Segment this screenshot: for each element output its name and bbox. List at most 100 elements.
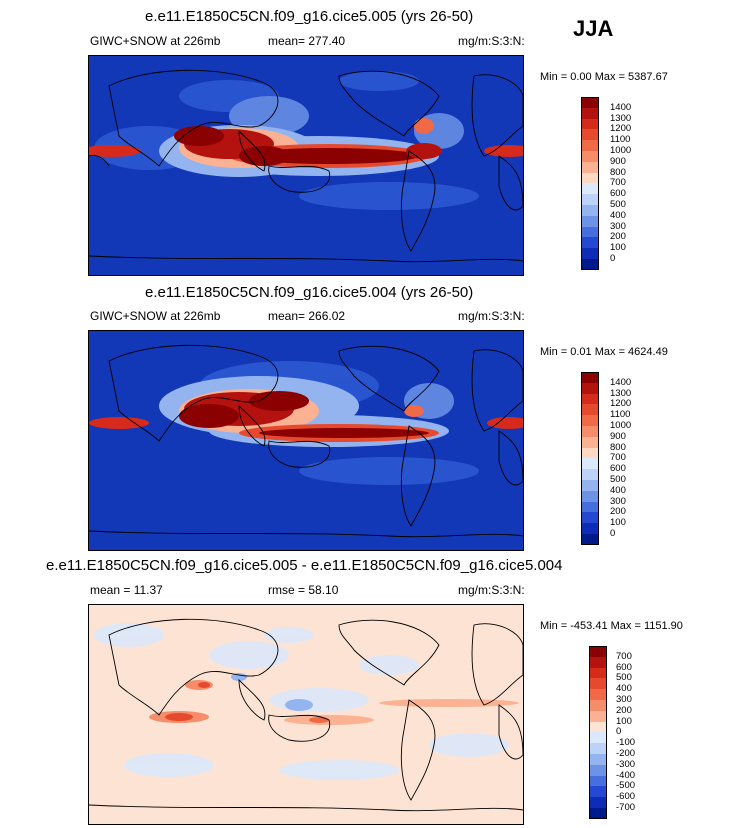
colorbar-tick-label: 1400: [610, 376, 632, 388]
panel3-colorbar: [589, 646, 607, 819]
colorbar-tick-label: 900: [610, 155, 626, 167]
colorbar-swatch: [581, 479, 599, 491]
colorbar-swatch: [589, 764, 607, 776]
colorbar-swatch: [581, 501, 599, 513]
colorbar-swatch: [589, 710, 607, 722]
colorbar-swatch: [581, 533, 599, 545]
colorbar-tick-label: -400: [616, 769, 636, 781]
colorbar-swatch: [581, 490, 599, 502]
colorbar-tick-label: 800: [610, 441, 626, 453]
colorbar-tick-label: 1300: [610, 387, 632, 399]
colorbar-tick-label: 600: [610, 188, 626, 200]
colorbar-swatch: [581, 226, 599, 238]
colorbar-tick-label: 600: [616, 661, 632, 673]
panel1-mean: mean= 277.40: [268, 34, 346, 48]
colorbar-tick-label: 400: [610, 209, 626, 221]
colorbar-tick-label: 500: [610, 199, 626, 210]
colorbar-tick-label: 600: [610, 463, 626, 475]
panel2-map-field: [89, 331, 523, 550]
season-label: JJA: [573, 16, 614, 41]
colorbar-swatch: [581, 458, 599, 470]
colorbar-swatch: [581, 140, 599, 151]
colorbar-swatch: [581, 447, 599, 459]
colorbar-swatch: [589, 656, 607, 668]
panel1-colorbar: [581, 97, 599, 270]
colorbar-swatch: [581, 404, 599, 416]
panel2-title: e.e11.E1850C5CN.f09_g16.cice5.004 (yrs 2…: [145, 284, 474, 301]
panel1-minmax: Min = 0.00 Max = 5387.67: [540, 71, 668, 83]
colorbar-swatch: [589, 732, 607, 744]
colorbar-tick-label: 1100: [610, 409, 631, 421]
colorbar-swatch: [581, 172, 599, 184]
colorbar-swatch: [589, 667, 607, 679]
colorbar-swatch: [589, 678, 607, 690]
colorbar-swatch: [589, 689, 607, 700]
panel3-minmax: Min = -453.41 Max = 1151.90: [540, 620, 683, 632]
colorbar-swatch: [581, 523, 599, 534]
colorbar-swatch: [581, 415, 599, 426]
colorbar-tick-label: 100: [616, 715, 632, 727]
colorbar-tick-label: 200: [616, 704, 632, 716]
colorbar-swatch: [589, 797, 607, 808]
colorbar-swatch: [589, 721, 607, 733]
panel2-map: [88, 330, 524, 551]
colorbar-tick-label: 100: [610, 517, 626, 529]
colorbar-swatch: [581, 237, 599, 249]
colorbar-tick-label: 400: [616, 683, 632, 695]
colorbar-tick-label: -200: [616, 748, 636, 759]
panel1-title: e.e11.E1850C5CN.f09_g16.cice5.005 (yrs 2…: [145, 8, 474, 25]
colorbar-tick-label: 0: [610, 253, 616, 264]
colorbar-tick-label: 1300: [610, 112, 632, 124]
colorbar-swatch: [581, 97, 599, 108]
colorbar-swatch: [581, 161, 599, 173]
colorbar-tick-label: -700: [616, 802, 636, 813]
colorbar-tick-label: 1200: [610, 398, 632, 410]
panel3-title: e.e11.E1850C5CN.f09_g16.cice5.005 - e.e1…: [46, 557, 563, 574]
colorbar-tick-label: -100: [616, 737, 636, 749]
panel3-rmse: rmse = 58.10: [268, 583, 339, 597]
colorbar-tick-label: 900: [610, 430, 626, 442]
colorbar-tick-label: 300: [610, 495, 626, 507]
colorbar-tick-label: -500: [616, 780, 636, 792]
colorbar-swatch: [589, 807, 607, 819]
panel3-map-field: [89, 605, 523, 824]
colorbar-swatch: [581, 469, 599, 480]
colorbar-swatch: [581, 258, 599, 270]
colorbar-tick-label: 1000: [610, 420, 632, 431]
panel1-units: mg/m:S:3:N:: [458, 34, 525, 48]
colorbar-tick-label: 0: [616, 726, 622, 738]
colorbar-tick-label: 700: [610, 452, 626, 464]
colorbar-tick-label: 700: [610, 177, 626, 189]
colorbar-swatch: [581, 204, 599, 216]
colorbar-swatch: [581, 393, 599, 405]
colorbar-swatch: [589, 646, 607, 657]
colorbar-swatch: [581, 194, 599, 205]
colorbar-swatch: [581, 129, 599, 141]
panel1-map: [88, 55, 524, 276]
panel3-map: [88, 604, 524, 825]
colorbar-swatch: [589, 753, 607, 765]
colorbar-swatch: [581, 118, 599, 130]
colorbar-swatch: [581, 425, 599, 437]
colorbar-tick-label: 200: [610, 231, 626, 243]
panel2-colorbar: [581, 372, 599, 545]
colorbar-tick-label: 500: [616, 672, 632, 684]
colorbar-tick-label: -600: [616, 791, 636, 803]
panel3-mean: mean = 11.37: [90, 583, 163, 597]
colorbar-swatch: [589, 786, 607, 798]
panel2-mean: mean= 266.02: [268, 309, 346, 323]
panel1-variable: GIWC+SNOW at 226mb: [90, 34, 221, 48]
colorbar-swatch: [581, 382, 599, 394]
colorbar-tick-label: 500: [610, 474, 626, 485]
colorbar-tick-label: 700: [616, 650, 632, 662]
panel3-units: mg/m:S:3:N:: [458, 583, 525, 597]
colorbar-tick-label: 200: [610, 506, 626, 518]
panel2-variable: GIWC+SNOW at 226mb: [90, 309, 221, 323]
colorbar-tick-label: 1400: [610, 101, 632, 113]
panel2-units: mg/m:S:3:N:: [458, 309, 525, 323]
colorbar-tick-label: 400: [610, 484, 626, 496]
colorbar-swatch: [581, 436, 599, 448]
colorbar-swatch: [581, 215, 599, 227]
colorbar-tick-label: 1200: [610, 123, 632, 135]
colorbar-swatch: [581, 512, 599, 524]
